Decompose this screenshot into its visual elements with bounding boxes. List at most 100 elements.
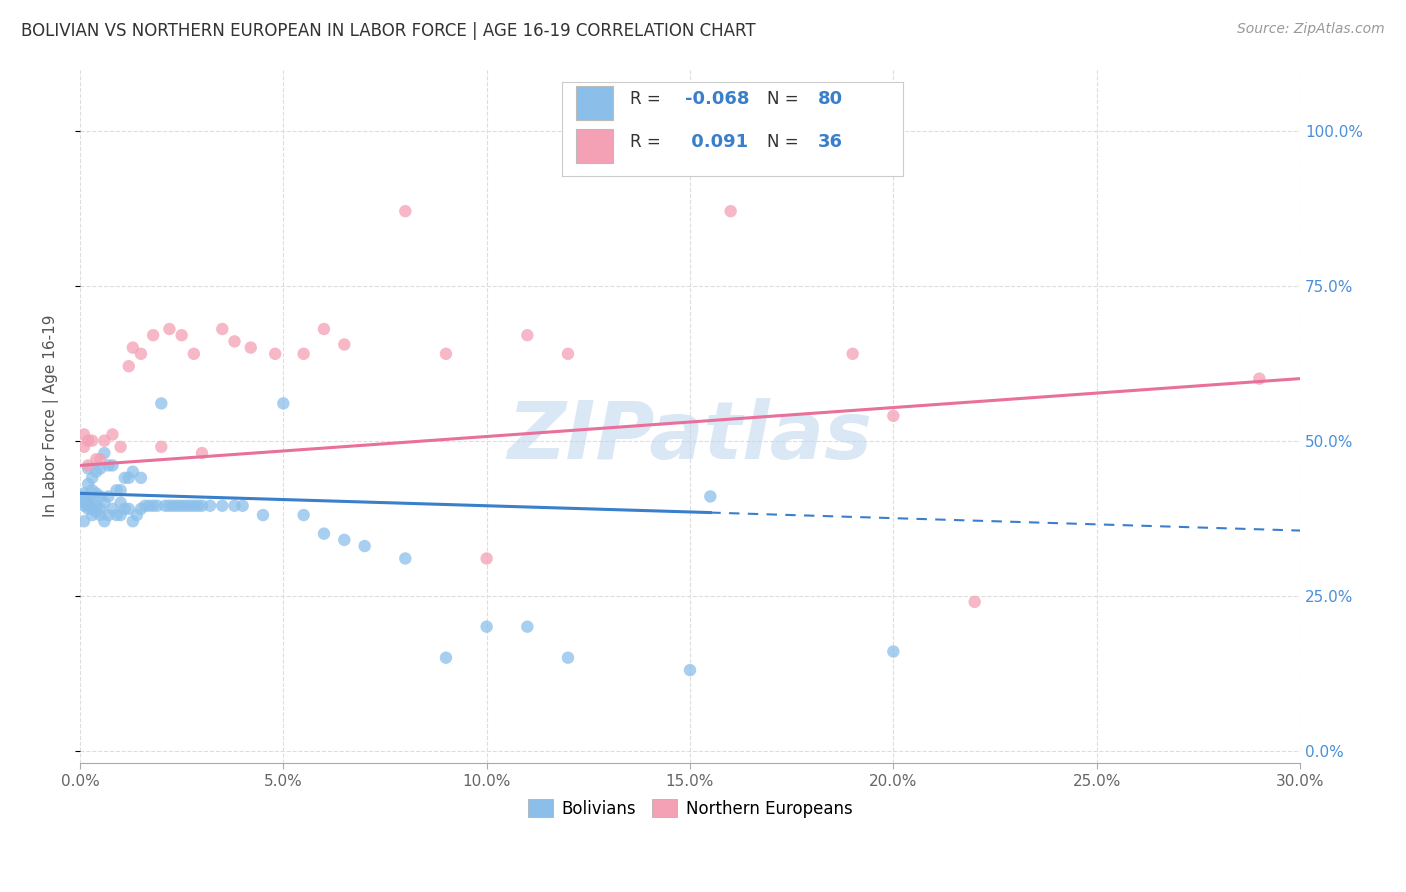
Point	[125, 508, 148, 522]
Point	[679, 663, 702, 677]
Point	[166, 499, 188, 513]
Point	[434, 650, 457, 665]
Point	[516, 328, 538, 343]
Point	[557, 650, 579, 665]
Point	[97, 508, 120, 522]
Point	[77, 461, 100, 475]
Point	[118, 501, 141, 516]
Text: Source: ZipAtlas.com: Source: ZipAtlas.com	[1237, 22, 1385, 37]
Point	[252, 508, 274, 522]
Point	[841, 347, 863, 361]
Point	[882, 644, 904, 658]
Point	[353, 539, 375, 553]
Point	[118, 471, 141, 485]
Point	[73, 427, 96, 442]
Point	[114, 471, 136, 485]
Point	[84, 499, 107, 513]
Point	[882, 409, 904, 423]
Point	[82, 434, 104, 448]
Point	[93, 514, 115, 528]
Point	[129, 501, 152, 516]
Point	[146, 499, 169, 513]
Point	[84, 486, 107, 500]
Point	[159, 322, 181, 336]
Point	[73, 490, 96, 504]
Point	[82, 483, 104, 498]
Point	[170, 328, 193, 343]
Point	[97, 458, 120, 473]
Point	[82, 501, 104, 516]
Point	[211, 499, 233, 513]
Point	[191, 499, 214, 513]
Point	[105, 483, 128, 498]
Point	[89, 501, 111, 516]
Point	[162, 499, 184, 513]
Point	[101, 458, 124, 473]
Point	[183, 347, 205, 361]
Point	[93, 446, 115, 460]
Point	[142, 328, 165, 343]
Point	[187, 499, 209, 513]
Point	[110, 496, 132, 510]
Point	[121, 514, 143, 528]
Point	[150, 396, 173, 410]
Point	[557, 347, 579, 361]
Point	[134, 499, 156, 513]
Point	[82, 471, 104, 485]
Point	[159, 499, 181, 513]
Point	[239, 341, 262, 355]
Point	[394, 551, 416, 566]
Point	[73, 492, 96, 507]
Point	[73, 486, 96, 500]
Point	[720, 204, 742, 219]
Point	[89, 490, 111, 504]
Point	[198, 499, 221, 513]
Point	[82, 496, 104, 510]
Point	[110, 483, 132, 498]
Point	[77, 458, 100, 473]
Point	[89, 461, 111, 475]
Point	[77, 434, 100, 448]
Point	[97, 490, 120, 504]
Point	[110, 508, 132, 522]
Point	[138, 499, 160, 513]
Point	[89, 508, 111, 522]
Point	[84, 505, 107, 519]
Point	[174, 499, 197, 513]
Point	[129, 471, 152, 485]
Point	[77, 477, 100, 491]
Point	[121, 465, 143, 479]
Point	[142, 499, 165, 513]
Point	[333, 533, 356, 547]
Point	[394, 204, 416, 219]
Point	[101, 501, 124, 516]
Point	[333, 337, 356, 351]
Point	[84, 452, 107, 467]
Point	[105, 508, 128, 522]
Point	[82, 508, 104, 522]
Point	[73, 499, 96, 513]
Point	[292, 508, 315, 522]
Point	[1249, 371, 1271, 385]
Point	[224, 334, 246, 349]
Point	[312, 526, 335, 541]
Point	[84, 465, 107, 479]
Point	[114, 501, 136, 516]
Text: BOLIVIAN VS NORTHERN EUROPEAN IN LABOR FORCE | AGE 16-19 CORRELATION CHART: BOLIVIAN VS NORTHERN EUROPEAN IN LABOR F…	[21, 22, 755, 40]
Point	[118, 359, 141, 374]
Point	[179, 499, 201, 513]
Point	[699, 490, 721, 504]
Point	[155, 499, 177, 513]
Point	[150, 440, 173, 454]
Point	[191, 446, 214, 460]
Y-axis label: In Labor Force | Age 16-19: In Labor Force | Age 16-19	[44, 315, 59, 517]
Point	[183, 499, 205, 513]
Point	[93, 434, 115, 448]
Legend: Bolivians, Northern Europeans: Bolivians, Northern Europeans	[522, 793, 859, 824]
Point	[129, 347, 152, 361]
Point	[170, 499, 193, 513]
Point	[93, 496, 115, 510]
Point	[434, 347, 457, 361]
Point	[312, 322, 335, 336]
Point	[475, 620, 498, 634]
